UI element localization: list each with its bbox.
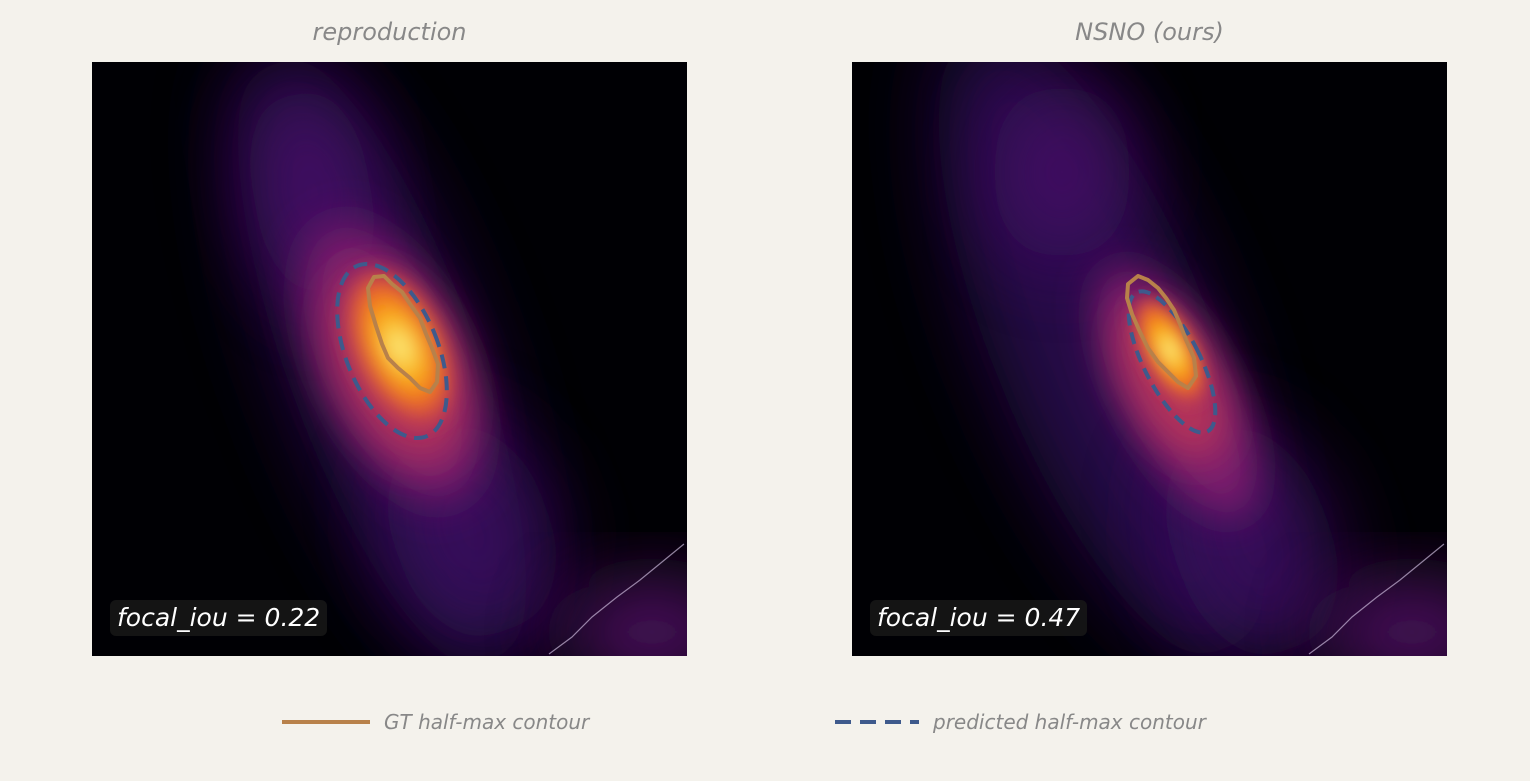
focal-iou-label: focal_iou = 0.47 — [870, 600, 1088, 636]
legend-gt-label: GT half-max contour — [384, 710, 590, 734]
gt-contour — [366, 274, 440, 394]
predicted-contour — [335, 261, 449, 441]
legend-solid-line — [282, 720, 370, 724]
heatmap-nsno — [852, 62, 1447, 656]
heatmap-panel-reproduction: focal_iou = 0.22 — [92, 62, 687, 656]
focal-iou-label: focal_iou = 0.22 — [110, 600, 328, 636]
legend-gt: GT half-max contour — [282, 706, 589, 738]
heatmap-reproduction — [92, 62, 687, 656]
panel-title-reproduction: reproduction — [312, 18, 467, 46]
panel-title-nsno: NSNO (ours) — [1075, 18, 1224, 46]
heatmap-panel-nsno: focal_iou = 0.47 — [852, 62, 1447, 656]
predicted-contour — [1126, 289, 1218, 435]
legend-dashed-line — [835, 720, 919, 724]
legend-pred-label: predicted half-max contour — [933, 710, 1206, 734]
legend-pred: predicted half-max contour — [835, 706, 1206, 738]
gt-contour — [1125, 274, 1198, 390]
